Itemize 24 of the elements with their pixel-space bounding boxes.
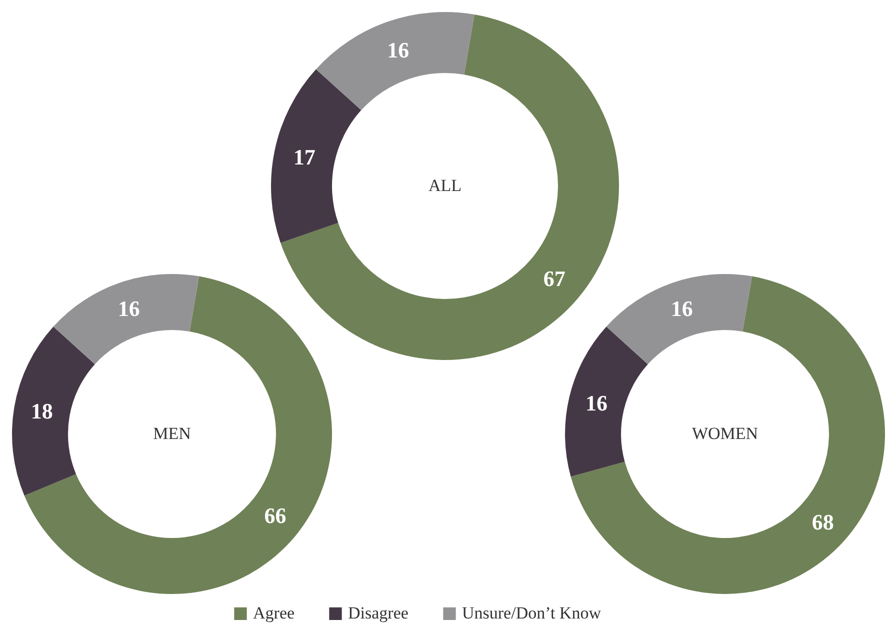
legend-label: Disagree — [348, 604, 408, 623]
text: MEN — [153, 424, 191, 443]
legend-label: Agree — [253, 604, 295, 623]
donut-slice — [316, 12, 474, 110]
donut-slice — [280, 14, 619, 360]
donut-slice — [570, 276, 885, 594]
data-label: 16 — [670, 296, 693, 322]
text: ALL — [428, 176, 462, 195]
data-label: 18 — [30, 398, 53, 424]
donut-slice — [606, 274, 752, 364]
data-label: 16 — [118, 296, 140, 322]
data-label: 16 — [586, 390, 608, 416]
data-label: 66 — [264, 503, 286, 528]
legend-label: Unsure/Don’t Know — [462, 604, 602, 623]
data-label: 67 — [543, 266, 566, 291]
data-label: 17 — [293, 144, 316, 170]
donut-slice — [271, 69, 362, 243]
data-label: 16 — [387, 37, 410, 62]
text: WOMEN — [692, 424, 758, 443]
donut-slice — [53, 274, 200, 364]
data-label: 68 — [812, 510, 834, 535]
donut-slice — [12, 326, 95, 496]
donut-slice — [565, 326, 648, 477]
donut-slice — [24, 276, 332, 594]
